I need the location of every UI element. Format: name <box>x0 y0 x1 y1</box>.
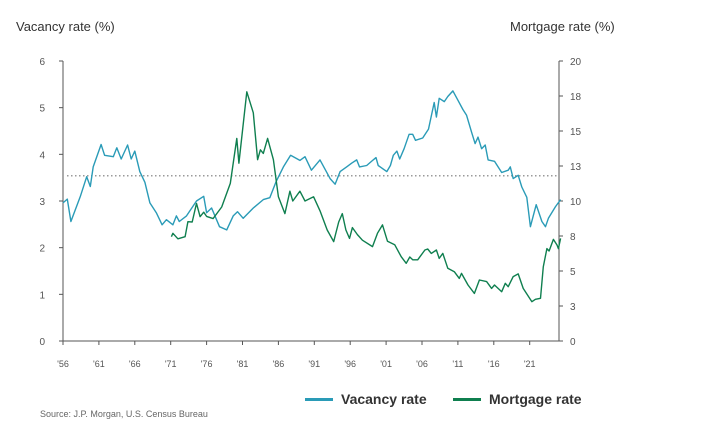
mortgage-rate-line <box>170 91 562 303</box>
legend-mortgage-swatch <box>453 397 481 401</box>
left-tick-label: 6 <box>39 57 45 68</box>
x-tick-label: '96 <box>344 359 356 369</box>
x-tick-label: '16 <box>488 359 500 369</box>
right-tick-label: 5 <box>570 267 576 278</box>
left-tick-label: 5 <box>39 104 45 115</box>
x-tick-label: '01 <box>380 359 392 369</box>
left-tick-label: 2 <box>39 244 45 255</box>
left-tick-label: 4 <box>39 150 45 161</box>
x-tick-label: '21 <box>524 359 536 369</box>
right-tick-label: 18 <box>570 92 582 103</box>
legend-mortgage-label: Mortgage rate <box>489 391 582 407</box>
legend-mortgage: Mortgage rate <box>453 391 582 407</box>
legend-vacancy-label: Vacancy rate <box>341 391 427 407</box>
right-tick-label: 8 <box>570 232 576 243</box>
left-tick-label: 1 <box>39 290 45 301</box>
right-tick-label: 13 <box>570 162 582 173</box>
x-tick-label: '76 <box>201 359 213 369</box>
x-tick-label: '86 <box>273 359 285 369</box>
x-tick-label: '06 <box>416 359 428 369</box>
left-tick-label: 0 <box>39 337 45 348</box>
left-axis-title: Vacancy rate (%) <box>16 19 115 34</box>
source-note: Source: J.P. Morgan, U.S. Census Bureau <box>40 409 208 419</box>
x-tick-label: '66 <box>129 359 141 369</box>
right-tick-label: 10 <box>570 197 582 208</box>
x-tick-label: '11 <box>452 359 463 369</box>
x-tick-label: '81 <box>237 359 249 369</box>
vacancy-rate-line <box>62 90 562 231</box>
x-tick-label: '71 <box>165 359 177 369</box>
x-tick-label: '61 <box>93 359 105 369</box>
x-tick-label: '56 <box>57 359 69 369</box>
right-tick-label: 3 <box>570 302 576 313</box>
legend-vacancy: Vacancy rate <box>305 391 427 407</box>
x-tick-label: '91 <box>308 359 320 369</box>
right-axis-title: Mortgage rate (%) <box>510 19 615 34</box>
legend-vacancy-swatch <box>305 397 333 401</box>
left-tick-label: 3 <box>39 197 45 208</box>
right-tick-label: 15 <box>570 127 582 138</box>
right-tick-label: 20 <box>570 57 582 68</box>
right-tick-label: 0 <box>570 337 576 348</box>
